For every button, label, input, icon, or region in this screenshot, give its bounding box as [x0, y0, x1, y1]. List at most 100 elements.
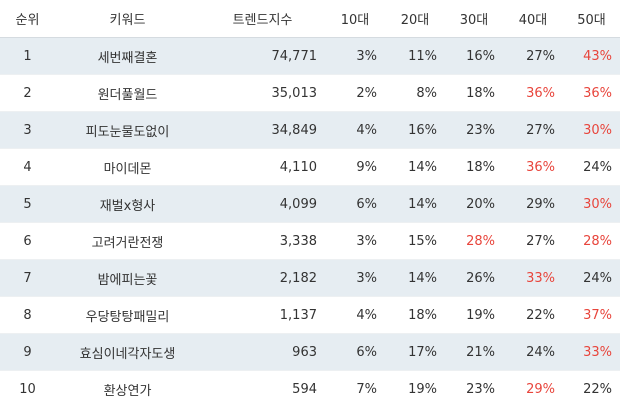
age-share-cell: 22%	[563, 370, 620, 400]
table-row: 8 우당탕탕패밀리 1,137 4% 18% 19% 22% 37%	[0, 296, 620, 334]
age-share-cell: 43%	[563, 37, 620, 75]
age-share-cell: 30%	[563, 111, 620, 149]
table-row: 6 고려거란전쟁 3,338 3% 15% 28% 27% 28%	[0, 222, 620, 260]
age-share-cell: 16%	[445, 37, 503, 75]
keyword-cell: 마이데몬	[55, 148, 200, 186]
header-cell: 20대	[385, 0, 445, 38]
trend-cell: 2,182	[200, 259, 325, 297]
age-share-cell: 36%	[503, 148, 563, 186]
age-share-cell: 6%	[325, 185, 385, 223]
keyword-cell: 우당탕탕패밀리	[55, 296, 200, 334]
age-share-cell: 22%	[503, 296, 563, 334]
keyword-cell: 피도눈물도없이	[55, 111, 200, 149]
age-share-cell: 17%	[385, 333, 445, 371]
trend-cell: 3,338	[200, 222, 325, 260]
age-share-cell: 26%	[445, 259, 503, 297]
trend-cell: 35,013	[200, 74, 325, 112]
age-share-cell: 24%	[563, 148, 620, 186]
header-row: 순위 키워드 트렌드지수 10대 20대 30대 40대 50대	[0, 0, 620, 38]
table-row: 7 밤에피는꽃 2,182 3% 14% 26% 33% 24%	[0, 259, 620, 297]
age-share-cell: 21%	[445, 333, 503, 371]
age-share-cell: 15%	[385, 222, 445, 260]
age-share-cell: 37%	[563, 296, 620, 334]
age-share-cell: 8%	[385, 74, 445, 112]
table-row: 10 환상연가 594 7% 19% 23% 29% 22%	[0, 370, 620, 400]
table-row: 3 피도눈물도없이 34,849 4% 16% 23% 27% 30%	[0, 111, 620, 149]
age-share-cell: 27%	[503, 111, 563, 149]
age-share-cell: 27%	[503, 222, 563, 260]
age-share-cell: 28%	[445, 222, 503, 260]
age-share-cell: 33%	[563, 333, 620, 371]
rank-cell: 9	[0, 333, 55, 371]
age-share-cell: 18%	[385, 296, 445, 334]
age-share-cell: 23%	[445, 370, 503, 400]
age-share-cell: 29%	[503, 185, 563, 223]
keyword-cell: 원더풀월드	[55, 74, 200, 112]
trend-cell: 4,099	[200, 185, 325, 223]
age-share-cell: 30%	[563, 185, 620, 223]
trend-cell: 1,137	[200, 296, 325, 334]
age-share-cell: 6%	[325, 333, 385, 371]
rank-cell: 10	[0, 370, 55, 400]
age-share-cell: 18%	[445, 148, 503, 186]
header-cell: 40대	[503, 0, 563, 38]
age-share-cell: 7%	[325, 370, 385, 400]
age-share-cell: 24%	[563, 259, 620, 297]
keyword-cell: 재벌x형사	[55, 185, 200, 223]
age-share-cell: 28%	[563, 222, 620, 260]
trend-cell: 74,771	[200, 37, 325, 75]
age-share-cell: 36%	[563, 74, 620, 112]
age-share-cell: 33%	[503, 259, 563, 297]
age-share-cell: 19%	[385, 370, 445, 400]
age-share-cell: 29%	[503, 370, 563, 400]
header-cell: 30대	[445, 0, 503, 38]
trend-cell: 963	[200, 333, 325, 371]
age-share-cell: 23%	[445, 111, 503, 149]
header-cell: 10대	[325, 0, 385, 38]
age-share-cell: 14%	[385, 259, 445, 297]
table-row: 1 세번째결혼 74,771 3% 11% 16% 27% 43%	[0, 37, 620, 75]
keyword-cell: 고려거란전쟁	[55, 222, 200, 260]
age-share-cell: 19%	[445, 296, 503, 334]
table-row: 5 재벌x형사 4,099 6% 14% 20% 29% 30%	[0, 185, 620, 223]
rank-cell: 5	[0, 185, 55, 223]
keyword-cell: 세번째결혼	[55, 37, 200, 75]
rank-cell: 6	[0, 222, 55, 260]
keyword-cell: 밤에피는꽃	[55, 259, 200, 297]
table-body: 1 세번째결혼 74,771 3% 11% 16% 27% 43% 2 원더풀월드 35,013 2%…	[0, 37, 620, 400]
table-row: 9 효심이네각자도생 963 6% 17% 21% 24% 33%	[0, 333, 620, 371]
age-share-cell: 14%	[385, 185, 445, 223]
age-share-cell: 36%	[503, 74, 563, 112]
header-cell: 순위	[0, 0, 55, 38]
table-row: 2 원더풀월드 35,013 2% 8% 18% 36% 36%	[0, 74, 620, 112]
rank-cell: 2	[0, 74, 55, 112]
trend-cell: 4,110	[200, 148, 325, 186]
age-share-cell: 27%	[503, 37, 563, 75]
age-share-cell: 3%	[325, 259, 385, 297]
keyword-cell: 효심이네각자도생	[55, 333, 200, 371]
header-cell: 키워드	[55, 0, 200, 38]
keyword-cell: 환상연가	[55, 370, 200, 400]
age-share-cell: 16%	[385, 111, 445, 149]
trend-cell: 594	[200, 370, 325, 400]
age-share-cell: 11%	[385, 37, 445, 75]
age-share-cell: 3%	[325, 222, 385, 260]
rank-cell: 7	[0, 259, 55, 297]
age-share-cell: 4%	[325, 111, 385, 149]
table-row: 4 마이데몬 4,110 9% 14% 18% 36% 24%	[0, 148, 620, 186]
age-share-cell: 24%	[503, 333, 563, 371]
age-share-cell: 9%	[325, 148, 385, 186]
age-share-cell: 3%	[325, 37, 385, 75]
rank-cell: 4	[0, 148, 55, 186]
header-cell: 50대	[563, 0, 620, 38]
age-share-cell: 14%	[385, 148, 445, 186]
rank-cell: 8	[0, 296, 55, 334]
trend-cell: 34,849	[200, 111, 325, 149]
age-share-cell: 18%	[445, 74, 503, 112]
rank-cell: 3	[0, 111, 55, 149]
age-share-cell: 4%	[325, 296, 385, 334]
age-share-cell: 2%	[325, 74, 385, 112]
age-share-cell: 20%	[445, 185, 503, 223]
header-cell: 트렌드지수	[200, 0, 325, 38]
